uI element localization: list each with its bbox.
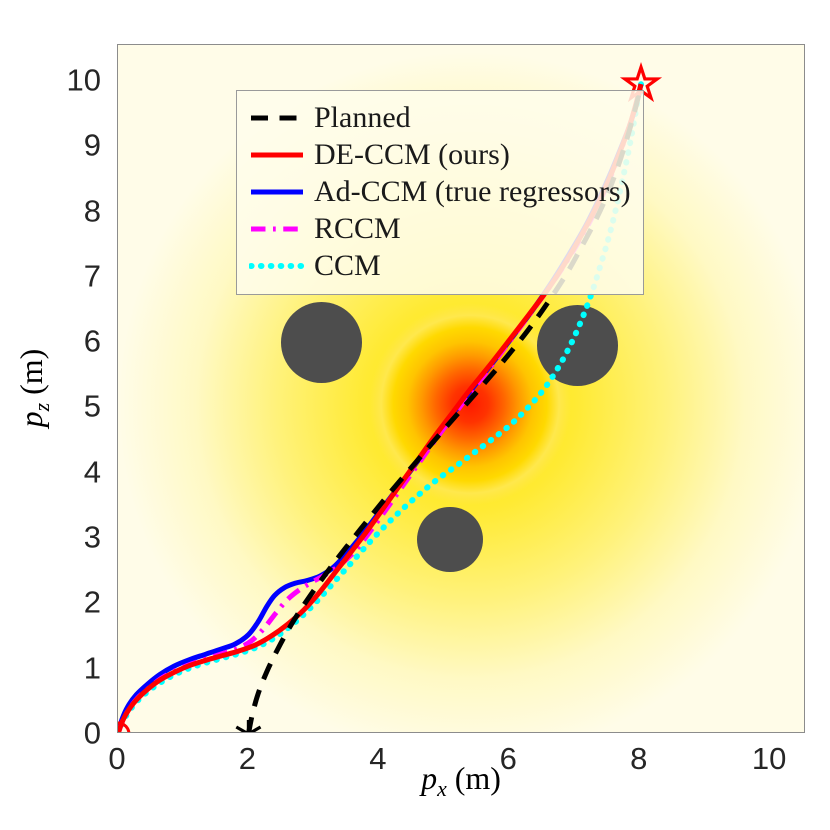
legend-item-ccm[interactable]: CCM [249, 247, 631, 284]
y-tick-3: 3 [83, 519, 101, 555]
legend-swatch-dashdot [251, 226, 303, 231]
y-tick-9: 9 [83, 127, 101, 163]
x-axis-title: px (m) [421, 759, 501, 802]
y-tick-4: 4 [83, 454, 101, 490]
legend-label: RCCM [314, 211, 401, 245]
x-tick-6: 6 [499, 741, 517, 776]
y-tick-7: 7 [83, 258, 101, 294]
x-tick-4: 4 [369, 741, 387, 776]
y-tick-2: 2 [83, 584, 101, 620]
x-tick-8: 8 [630, 741, 648, 776]
legend-swatch-dashed [251, 115, 303, 120]
legend-label: Planned [314, 100, 411, 134]
y-tick-10: 10 [66, 62, 101, 98]
legend-swatch-dotted [249, 262, 305, 269]
y-tick-0: 0 [83, 715, 101, 751]
legend-item-de-ccm-ours[interactable]: DE-CCM (ours) [249, 136, 631, 173]
legend-swatch-solid [251, 189, 303, 194]
obstacle-left [281, 302, 362, 384]
y-tick-6: 6 [83, 323, 101, 359]
legend-label: CCM [314, 248, 381, 282]
series-line-planned [246, 83, 644, 732]
y-tick-5: 5 [83, 388, 101, 424]
legend-item-rccm[interactable]: RCCM [249, 210, 631, 247]
y-tick-8: 8 [83, 193, 101, 229]
legend: Planned DE-CCM (ours) Ad-CCM (true regress… [236, 90, 644, 295]
planned-start-marker [235, 720, 262, 732]
obstacle-bottom [417, 506, 483, 572]
plot-area: Planned DE-CCM (ours) Ad-CCM (true regress… [117, 44, 805, 733]
obstacle-right [537, 304, 619, 386]
legend-label: DE-CCM (ours) [314, 137, 510, 171]
x-tick-0: 0 [108, 741, 126, 776]
y-axis-title: pz (m) [12, 348, 55, 428]
legend-swatch-solid [251, 152, 303, 157]
legend-item-ad-ccm-true-regressors[interactable]: Ad-CCM (true regressors) [249, 173, 631, 210]
legend-label: Ad-CCM (true regressors) [314, 174, 631, 208]
x-tick-2: 2 [238, 741, 257, 776]
y-tick-1: 1 [83, 650, 101, 686]
legend-item-planned[interactable]: Planned [249, 99, 631, 136]
x-tick-10: 10 [751, 741, 787, 776]
